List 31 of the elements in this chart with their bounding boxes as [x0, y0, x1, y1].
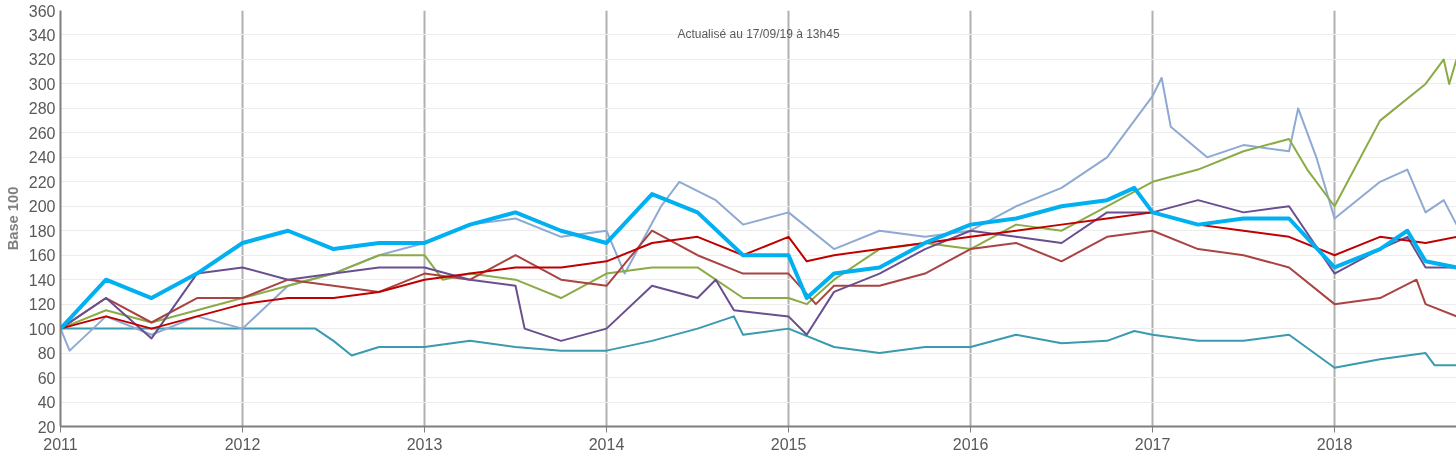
y-tick-label: 60 [37, 369, 56, 387]
y-tick-label: 20 [37, 418, 56, 436]
y-tick-label: 240 [28, 149, 56, 167]
y-tick-label: 260 [28, 124, 56, 142]
x-tick-label: 2017 [1134, 435, 1171, 453]
y-tick-label: 160 [28, 247, 56, 265]
x-tick-label: 2016 [952, 435, 989, 453]
y-axis-title: Base 100 [4, 186, 21, 251]
y-tick-label: 360 [28, 2, 56, 20]
x-tick-label: 2011 [43, 435, 78, 453]
x-tick-label: 2013 [406, 435, 443, 453]
line-series [60, 315, 1456, 369]
line-series [60, 185, 1456, 331]
y-tick-label: 300 [28, 75, 56, 93]
y-tick-label: 140 [28, 271, 56, 289]
x-tick-label: 2015 [770, 435, 807, 453]
y-tick-label: 220 [28, 173, 56, 191]
x-tick-label: 2012 [224, 435, 261, 453]
y-tick-label: 100 [28, 320, 56, 338]
x-tick-label: 2018 [1316, 435, 1353, 453]
y-tick-label: 120 [28, 296, 56, 314]
y-tick-label: 340 [28, 26, 56, 44]
y-tick-label: 80 [37, 345, 56, 363]
annotation: Actualisé au 17/09/19 à 13h45 [677, 26, 840, 41]
y-tick-label: 320 [28, 51, 56, 69]
y-tick-label: 180 [28, 222, 56, 240]
y-tick-label: 40 [37, 394, 56, 412]
line-series [60, 211, 1456, 330]
x-tick-label: 2014 [588, 435, 625, 453]
y-tick-label: 200 [28, 198, 56, 216]
y-tick-label: 280 [28, 100, 56, 118]
